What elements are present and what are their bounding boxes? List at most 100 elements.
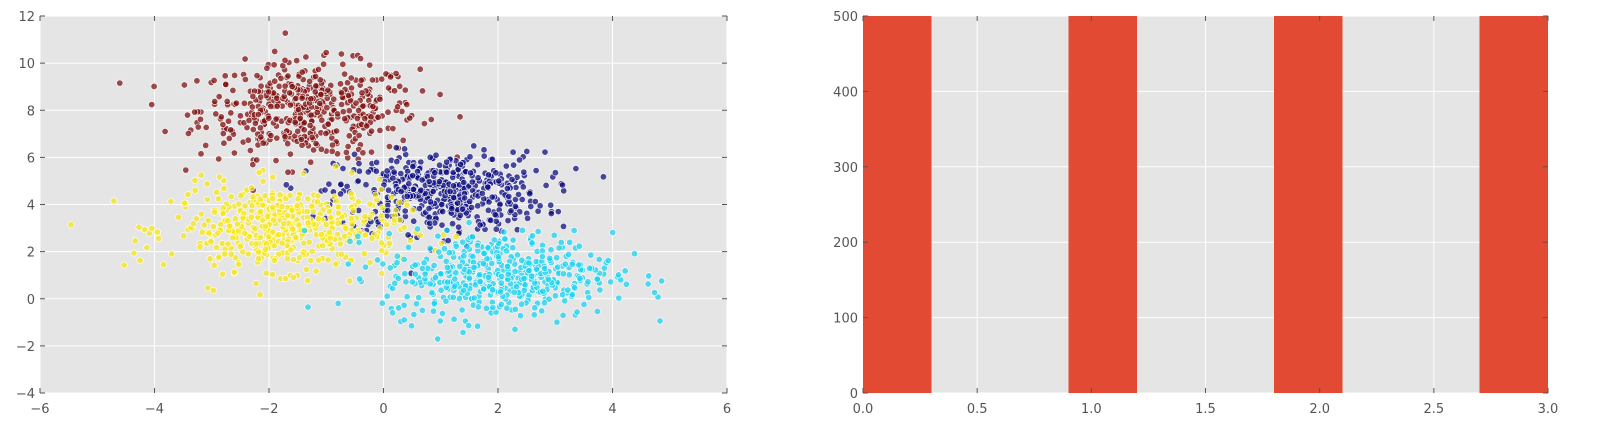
scatter-point (353, 115, 361, 123)
bar-chart-axes: 0.0 0.5 1.0 1.5 2.0 2.5 3.0 0 100 200 300 400 500 (833, 10, 1558, 417)
scatter-point (478, 189, 486, 197)
scatter-point (432, 151, 440, 159)
scatter-series-2 (67, 162, 460, 299)
scatter-point (509, 148, 517, 156)
scatter-point (191, 186, 199, 194)
scatter-point (259, 201, 267, 209)
scatter-point (400, 255, 408, 263)
scatter-point (355, 160, 363, 168)
scatter-point (327, 214, 335, 222)
scatter-point (345, 107, 353, 115)
scatter-point (346, 277, 354, 285)
scatter-point (417, 186, 425, 194)
scatter-point (286, 191, 294, 199)
scatter-point (402, 151, 410, 159)
scatter-point (257, 133, 265, 141)
scatter-point (458, 205, 466, 213)
scatter-point (429, 307, 437, 315)
scatter-point (378, 75, 386, 83)
scatter-point (385, 84, 393, 92)
scatter-point (518, 226, 526, 234)
scatter-point (315, 256, 323, 264)
scatter-point (532, 167, 540, 175)
scatter-point (385, 143, 393, 151)
scatter-point (361, 115, 369, 123)
scatter-point (136, 256, 144, 264)
scatter-point (293, 201, 301, 209)
scatter-point (312, 140, 320, 148)
scatter-point (511, 267, 519, 275)
scatter-point (430, 299, 438, 307)
scatter-point (281, 133, 289, 141)
scatter-point (516, 312, 524, 320)
scatter-point (418, 176, 426, 184)
scatter-point (245, 116, 253, 124)
scatter-point (332, 197, 340, 205)
scatter-point (221, 250, 229, 258)
scatter-point (445, 249, 453, 257)
x-tick-label: 4 (608, 402, 616, 417)
scatter-point (434, 232, 442, 240)
scatter-point (572, 165, 580, 173)
scatter-point (248, 103, 256, 111)
scatter-point (299, 169, 307, 177)
scatter-point (401, 145, 409, 153)
scatter-point (262, 269, 270, 277)
scatter-point (347, 214, 355, 222)
scatter-point (322, 130, 330, 138)
scatter-point (387, 73, 395, 81)
scatter-point (346, 237, 354, 245)
scatter-point (406, 114, 414, 122)
scatter-point (189, 220, 197, 228)
scatter-point (545, 295, 553, 303)
scatter-point (492, 225, 500, 233)
scatter-point (503, 185, 511, 193)
scatter-point (403, 293, 411, 301)
scatter-point (227, 250, 235, 258)
scatter-point (418, 264, 426, 272)
scatter-point (425, 205, 433, 213)
scatter-point (418, 306, 426, 314)
y-tick-label: 500 (833, 10, 858, 25)
scatter-point (269, 228, 277, 236)
scatter-point (656, 317, 664, 325)
scatter-point (191, 108, 199, 116)
scatter-point (450, 315, 458, 323)
scatter-point (524, 214, 532, 222)
scatter-point (452, 233, 460, 241)
scatter-point (271, 77, 279, 85)
scatter-point (494, 253, 502, 261)
scatter-point (511, 325, 519, 333)
scatter-point (474, 202, 482, 210)
scatter-point (465, 268, 473, 276)
scatter-point (296, 114, 304, 122)
scatter-point (385, 239, 393, 247)
scatter-point (436, 91, 444, 99)
scatter-point (241, 229, 249, 237)
scatter-point (438, 221, 446, 229)
scatter-point (566, 238, 574, 246)
scatter-point (515, 156, 523, 164)
scatter-point (488, 155, 496, 163)
scatter-point (559, 270, 567, 278)
scatter-point (503, 247, 511, 255)
scatter-point (546, 254, 554, 262)
scatter-point (249, 92, 257, 100)
scatter-point (542, 181, 550, 189)
scatter-point (392, 144, 400, 152)
x-tick-label: 0 (379, 402, 387, 417)
scatter-point (257, 82, 265, 90)
scatter-point (292, 233, 300, 241)
scatter-point (528, 272, 536, 280)
scatter-point (596, 286, 604, 294)
scatter-point (225, 134, 233, 142)
scatter-point (409, 172, 417, 180)
scatter-point (450, 182, 458, 190)
scatter-point (456, 211, 464, 219)
scatter-point (404, 243, 412, 251)
scatter-point (325, 208, 333, 216)
scatter-point (184, 111, 192, 119)
scatter-point (244, 250, 252, 258)
scatter-point (120, 261, 128, 269)
scatter-point (237, 192, 245, 200)
